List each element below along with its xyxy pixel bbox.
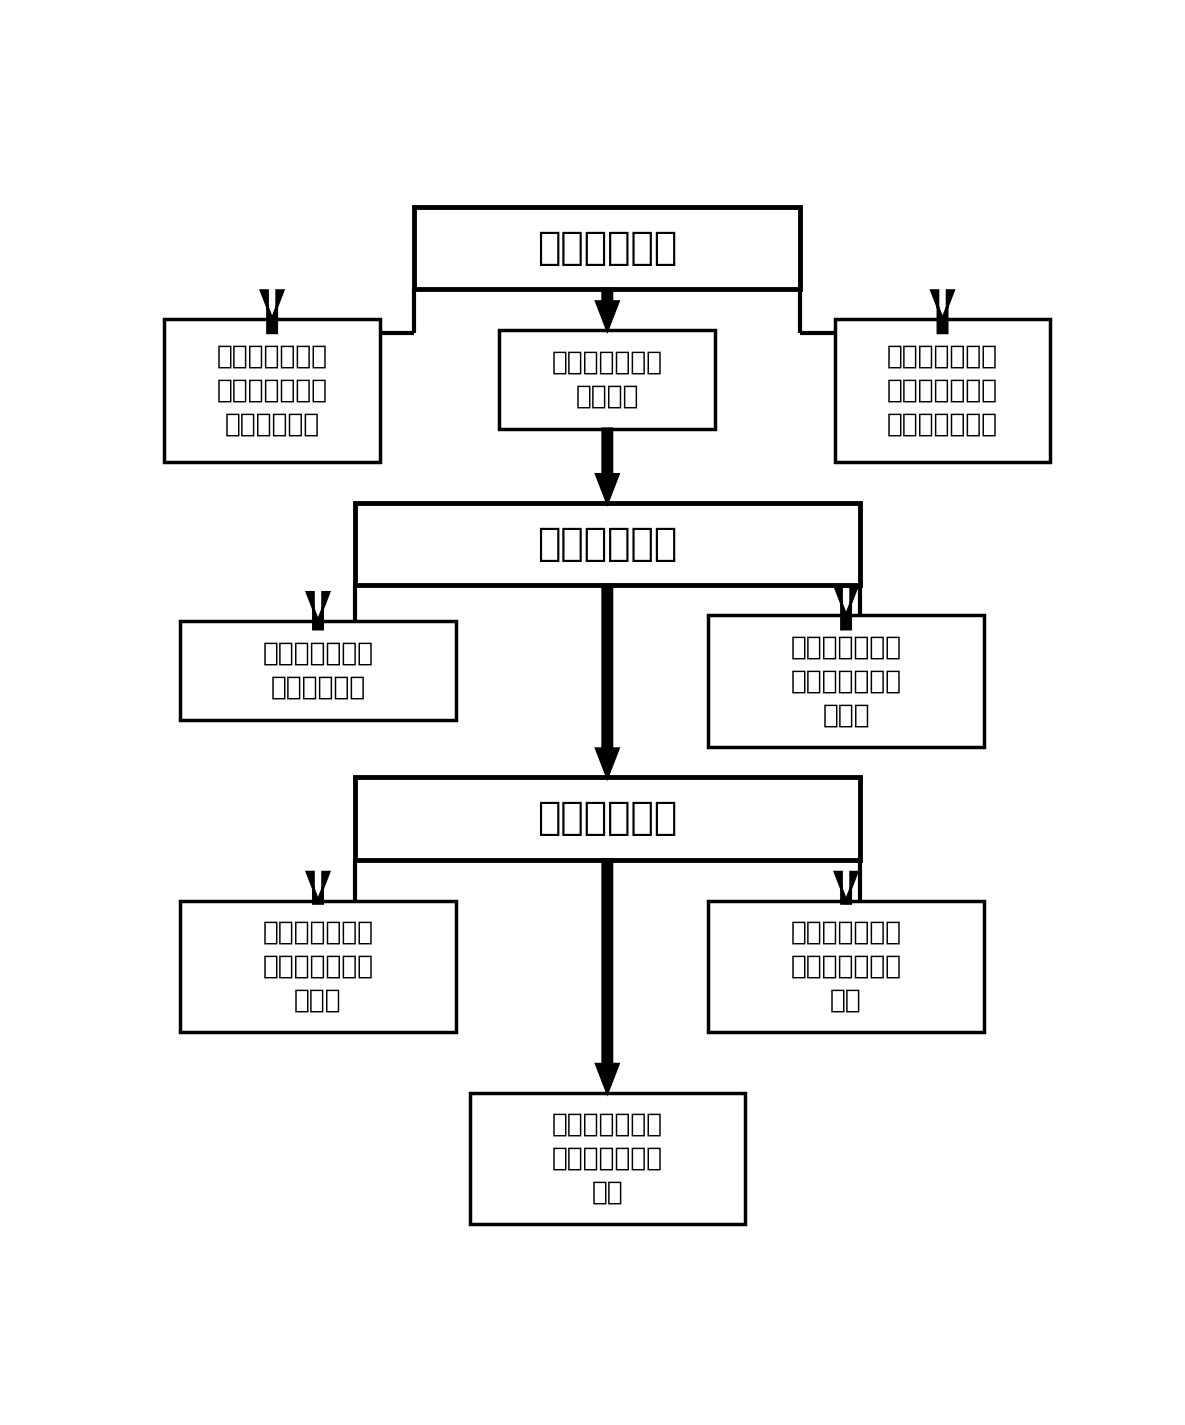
Text: 砂土平铺在水槽
中，管线自然平
放在砂土上。: 砂土平铺在水槽 中，管线自然平 放在砂土上。 (217, 343, 328, 437)
Bar (469, 1093, 745, 1224)
Bar (415, 207, 800, 289)
Text: 冲刷扩展测量: 冲刷扩展测量 (537, 524, 678, 563)
Text: 激光位移传感器
测量管线横向位
移。: 激光位移传感器 测量管线横向位 移。 (790, 919, 902, 1013)
Text: 管线涡激振动: 管线涡激振动 (537, 799, 678, 838)
Polygon shape (931, 291, 954, 333)
Text: 实验装置准备: 实验装置准备 (537, 229, 678, 266)
Polygon shape (261, 291, 283, 333)
Polygon shape (307, 593, 329, 628)
Text: 对管线施加一定
的张力。: 对管线施加一定 的张力。 (552, 349, 662, 409)
Bar (180, 621, 456, 720)
Bar (499, 331, 716, 429)
Text: 防水高速摄像机
记录冲刷的整个
过程。: 防水高速摄像机 记录冲刷的整个 过程。 (790, 634, 902, 728)
Text: 多波束测深仪对
管线周围地形扫
描。: 多波束测深仪对 管线周围地形扫 描。 (552, 1112, 662, 1206)
Polygon shape (596, 429, 619, 503)
Polygon shape (835, 872, 857, 903)
Polygon shape (835, 587, 857, 628)
Polygon shape (596, 586, 619, 777)
Bar (180, 901, 456, 1032)
Bar (834, 319, 1050, 462)
Polygon shape (596, 289, 619, 331)
Text: 光纤光栅应变传
感器测量管线的
应变。: 光纤光栅应变传 感器测量管线的 应变。 (262, 919, 373, 1013)
Bar (709, 616, 984, 747)
Bar (709, 901, 984, 1032)
Polygon shape (307, 872, 329, 903)
Bar (354, 777, 860, 859)
Polygon shape (596, 859, 619, 1093)
Text: 将管线下方的砂
土挖圆形孔洞作
为初始冲刷坑。: 将管线下方的砂 土挖圆形孔洞作 为初始冲刷坑。 (886, 343, 998, 437)
Text: 冲刷测针实时测
量冲刷深度。: 冲刷测针实时测 量冲刷深度。 (262, 640, 373, 700)
Bar (354, 503, 860, 586)
Bar (165, 319, 380, 462)
